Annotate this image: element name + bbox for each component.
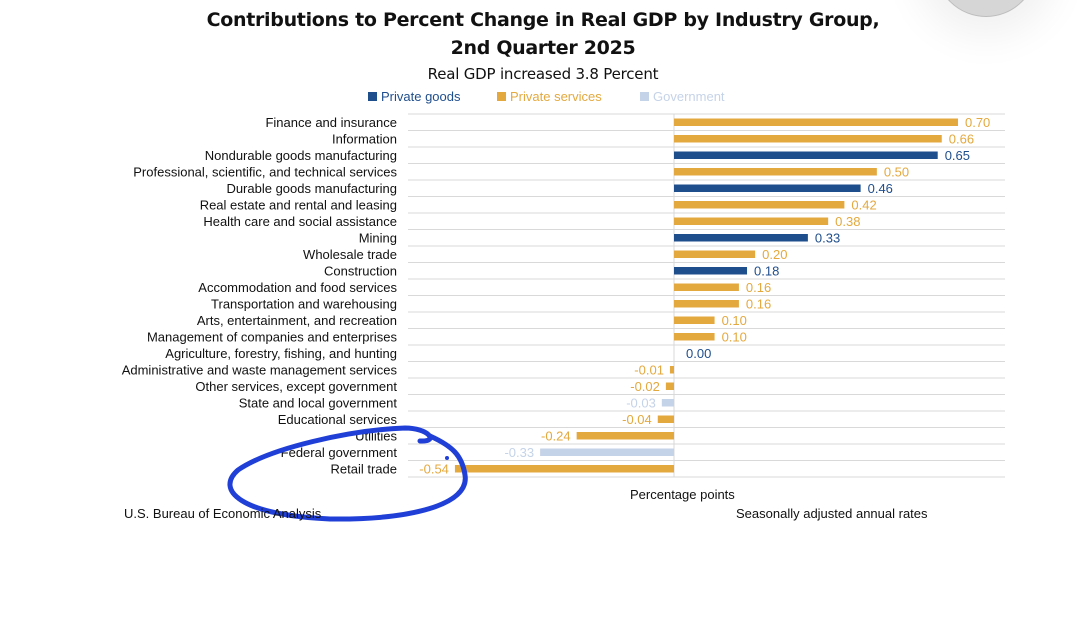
category-label-arts-entertainment-and-recreation: Arts, entertainment, and recreation xyxy=(197,313,397,328)
annotation-dot xyxy=(445,456,449,460)
category-label-professional-scientific-and-technical-services: Professional, scientific, and technical … xyxy=(133,164,397,179)
chart-title-line2: 2nd Quarter 2025 xyxy=(450,37,636,59)
category-label-state-and-local-government: State and local government xyxy=(239,395,398,410)
value-label-professional-scientific-and-technical-services: 0.50 xyxy=(884,164,909,179)
bar-nondurable-goods-manufacturing xyxy=(674,151,938,159)
legend-item-private-goods: Private goods xyxy=(368,89,461,104)
category-label-federal-government: Federal government xyxy=(281,445,398,460)
value-label-construction: 0.18 xyxy=(754,263,779,278)
legend-swatch-private-goods xyxy=(368,92,377,101)
bar-finance-and-insurance xyxy=(674,118,958,126)
bar-management-of-companies-and-enterprises xyxy=(674,333,715,341)
bar-information xyxy=(674,135,942,143)
category-label-information: Information xyxy=(332,131,397,146)
value-label-durable-goods-manufacturing: 0.46 xyxy=(868,181,893,196)
bar-health-care-and-social-assistance xyxy=(674,217,829,225)
value-label-finance-and-insurance: 0.70 xyxy=(965,115,990,130)
category-label-management-of-companies-and-enterprises: Management of companies and enterprises xyxy=(147,329,398,344)
bar-other-services-except-government xyxy=(665,382,674,390)
bar-professional-scientific-and-technical-services xyxy=(674,168,877,176)
value-label-agriculture-forestry-fishing-and-hunting: 0.00 xyxy=(686,346,711,361)
annotation-circle-stroke xyxy=(227,425,468,522)
value-label-real-estate-and-rental-and-leasing: 0.42 xyxy=(851,197,876,212)
category-label-real-estate-and-rental-and-leasing: Real estate and rental and leasing xyxy=(200,197,397,212)
legend-swatch-government xyxy=(640,92,649,101)
legend-item-government: Government xyxy=(640,89,725,104)
bar-real-estate-and-rental-and-leasing xyxy=(674,201,845,209)
bar-construction xyxy=(674,267,748,275)
category-label-finance-and-insurance: Finance and insurance xyxy=(265,115,397,130)
legend-label-government: Government xyxy=(653,89,725,104)
bar-utilities xyxy=(576,432,674,440)
value-label-nondurable-goods-manufacturing: 0.65 xyxy=(945,148,970,163)
value-label-transportation-and-warehousing: 0.16 xyxy=(746,296,771,311)
category-label-wholesale-trade: Wholesale trade xyxy=(303,247,397,262)
seasonal-note: Seasonally adjusted annual rates xyxy=(736,506,928,521)
bar-accommodation-and-food-services xyxy=(674,283,739,291)
bars xyxy=(454,118,958,473)
legend-swatch-private-services xyxy=(497,92,506,101)
chart-subtitle: Real GDP increased 3.8 Percent xyxy=(427,65,659,83)
category-label-transportation-and-warehousing: Transportation and warehousing xyxy=(211,296,397,311)
legend-label-private-goods: Private goods xyxy=(381,89,461,104)
category-label-durable-goods-manufacturing: Durable goods manufacturing xyxy=(226,181,397,196)
category-label-other-services-except-government: Other services, except government xyxy=(195,379,397,394)
bar-educational-services xyxy=(657,415,674,423)
value-label-federal-government: -0.33 xyxy=(504,445,534,460)
value-label-accommodation-and-food-services: 0.16 xyxy=(746,280,771,295)
bar-retail-trade xyxy=(454,465,674,473)
value-label-utilities: -0.24 xyxy=(541,428,571,443)
value-label-administrative-and-waste-management-services: -0.01 xyxy=(634,362,664,377)
x-axis-label: Percentage points xyxy=(630,487,735,502)
value-labels: 0.700.66 0.65 0.50 0.460.42 0.380.33 0.200.18… xyxy=(419,115,990,477)
category-label-agriculture-forestry-fishing-and-hunting: Agriculture, forestry, fishing, and hunt… xyxy=(165,346,397,361)
bar-federal-government xyxy=(540,448,674,456)
value-label-information: 0.66 xyxy=(949,131,974,146)
value-label-retail-trade: -0.54 xyxy=(419,461,449,476)
value-label-arts-entertainment-and-recreation: 0.10 xyxy=(722,313,747,328)
source-note: U.S. Bureau of Economic Analysis xyxy=(124,506,322,521)
bar-administrative-and-waste-management-services xyxy=(669,366,674,374)
category-label-retail-trade: Retail trade xyxy=(331,461,397,476)
value-label-mining: 0.33 xyxy=(815,230,840,245)
category-label-nondurable-goods-manufacturing: Nondurable goods manufacturing xyxy=(205,148,397,163)
gridlines xyxy=(408,113,1005,478)
value-label-other-services-except-government: -0.02 xyxy=(630,379,660,394)
bar-state-and-local-government xyxy=(661,399,674,407)
category-label-mining: Mining xyxy=(359,230,397,245)
category-label-health-care-and-social-assistance: Health care and social assistance xyxy=(203,214,397,229)
value-label-educational-services: -0.04 xyxy=(622,412,652,427)
bar-arts-entertainment-and-recreation xyxy=(674,316,715,324)
value-label-state-and-local-government: -0.03 xyxy=(626,395,656,410)
category-label-educational-services: Educational services xyxy=(278,412,398,427)
bar-transportation-and-warehousing xyxy=(674,300,739,308)
value-label-wholesale-trade: 0.20 xyxy=(762,247,787,262)
category-label-accommodation-and-food-services: Accommodation and food services xyxy=(198,280,397,295)
hand-drawn-annotation xyxy=(227,425,468,522)
chart-title-line1: Contributions to Percent Change in Real … xyxy=(206,9,880,31)
legend-label-private-services: Private services xyxy=(510,89,602,104)
value-label-health-care-and-social-assistance: 0.38 xyxy=(835,214,860,229)
value-label-management-of-companies-and-enterprises: 0.10 xyxy=(722,329,747,344)
legend-item-private-services: Private services xyxy=(497,89,602,104)
bar-mining xyxy=(674,234,808,242)
bar-wholesale-trade xyxy=(674,250,756,258)
category-label-administrative-and-waste-management-services: Administrative and waste management serv… xyxy=(122,362,398,377)
bar-durable-goods-manufacturing xyxy=(674,184,861,192)
category-label-construction: Construction xyxy=(324,263,397,278)
